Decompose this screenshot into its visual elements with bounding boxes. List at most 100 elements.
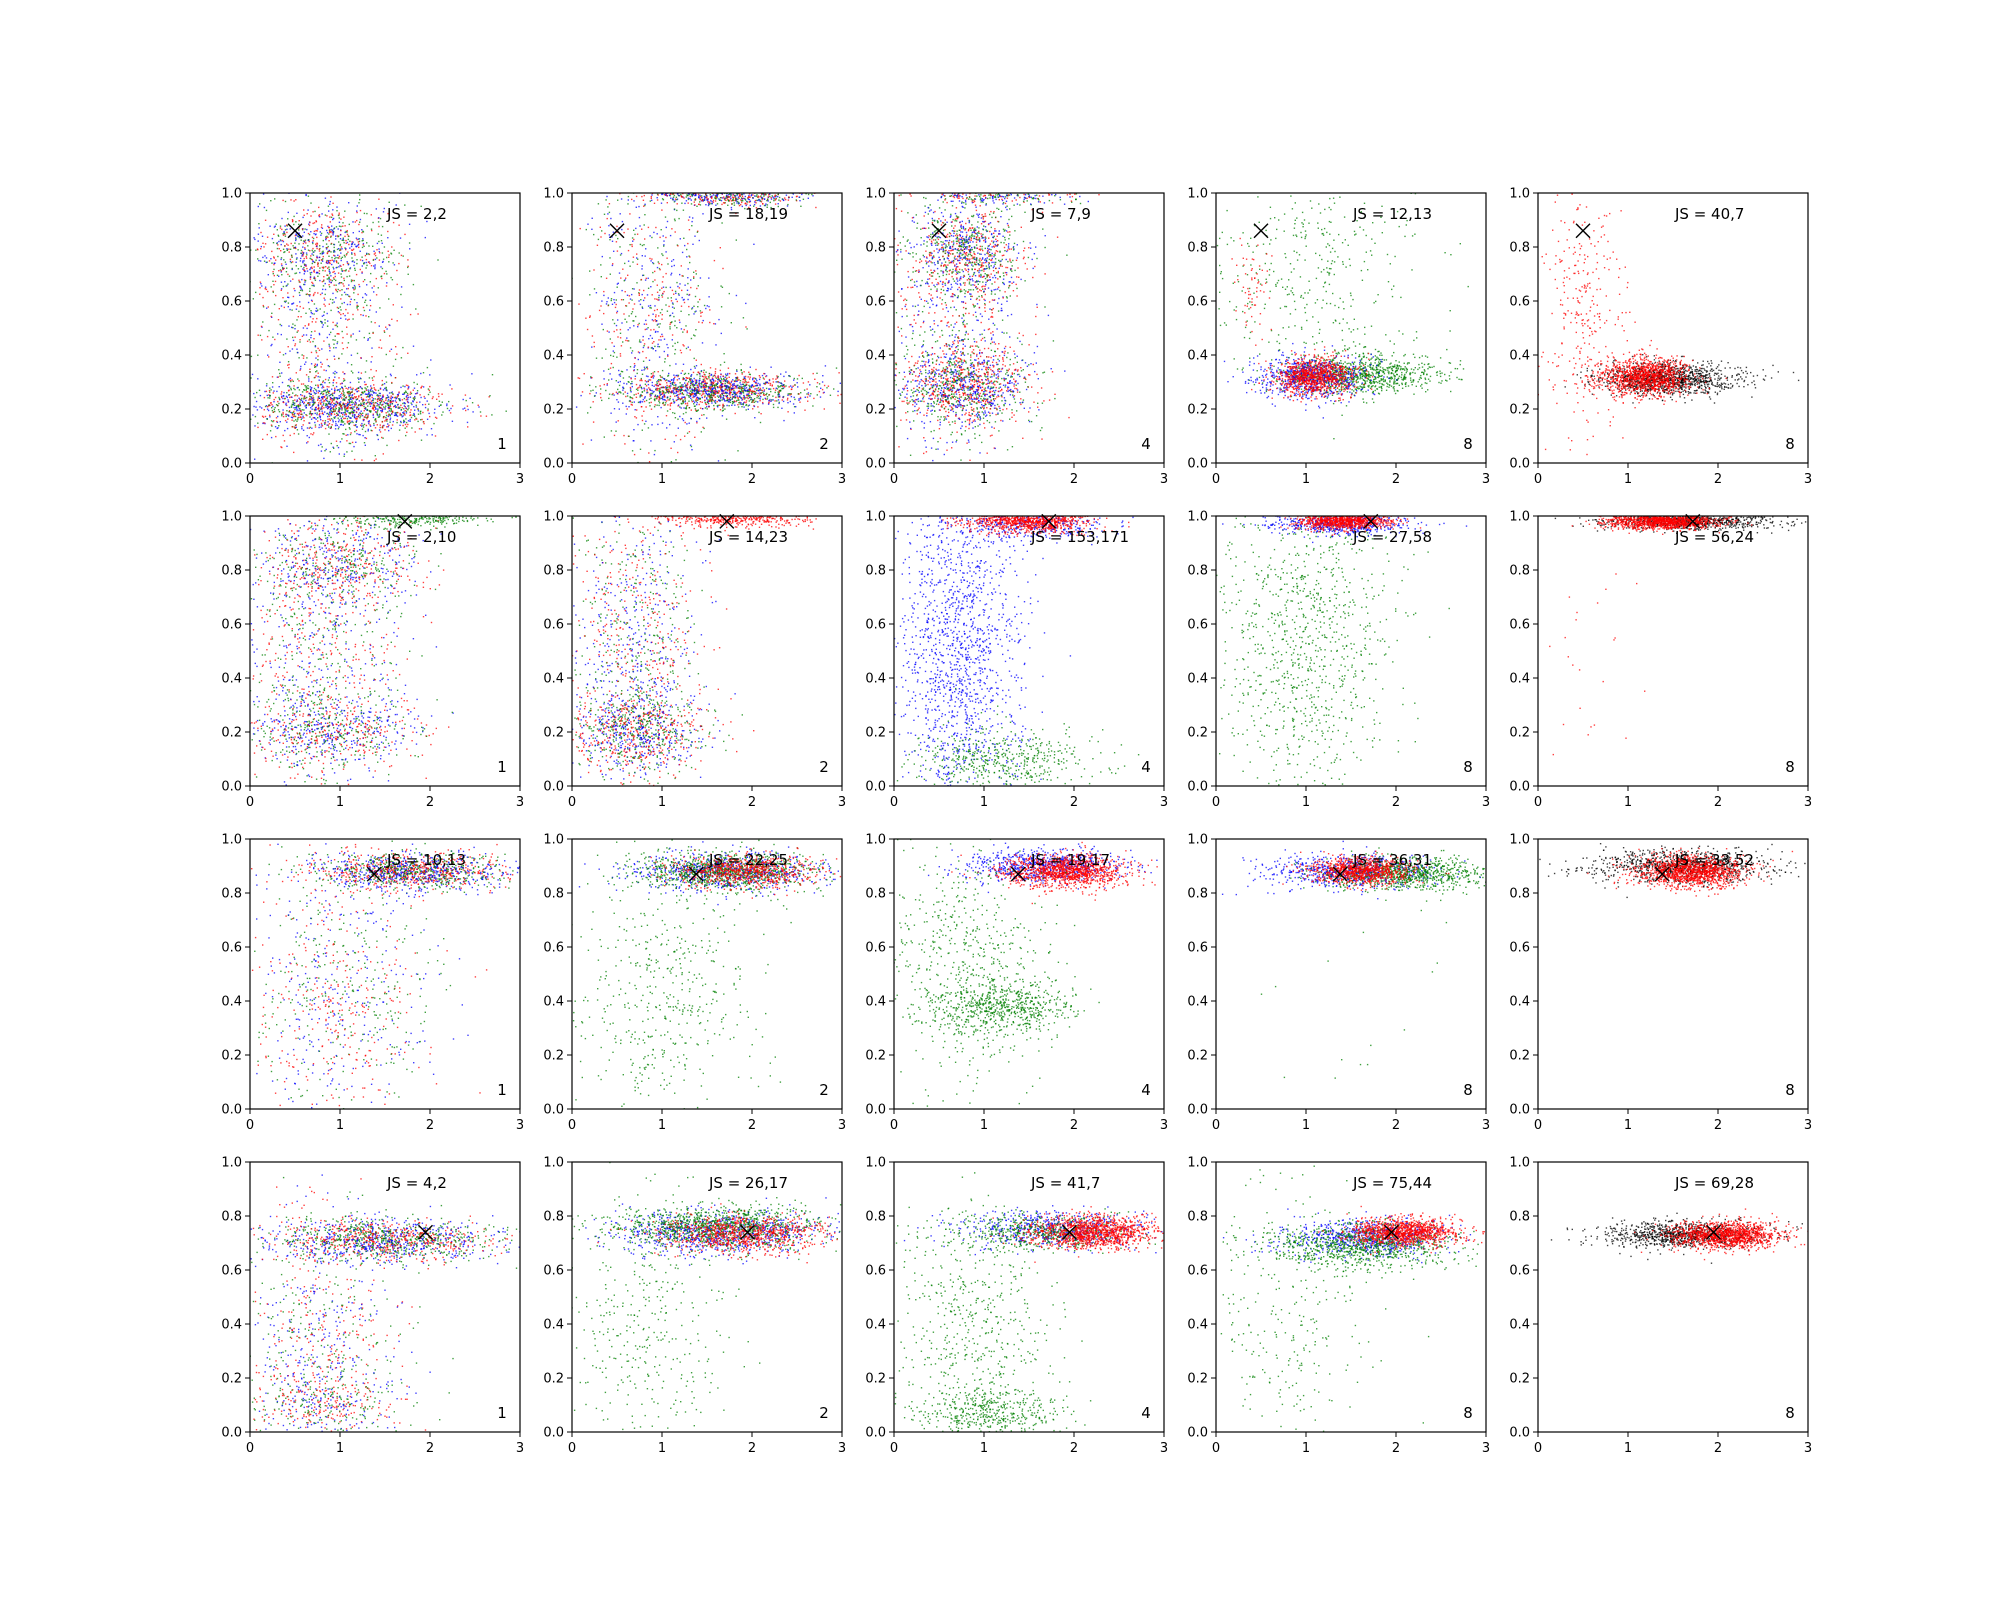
data-point: [417, 413, 420, 415]
data-point: [273, 284, 275, 286]
data-point: [671, 383, 674, 386]
data-point: [278, 248, 280, 250]
data-point: [766, 398, 769, 400]
data-point: [361, 414, 364, 417]
data-point: [268, 404, 270, 406]
data-point: [303, 279, 306, 281]
data-point: [651, 384, 653, 387]
data-point: [734, 387, 736, 389]
data-point: [413, 381, 415, 384]
data-point: [392, 262, 394, 264]
data-point: [747, 390, 750, 393]
data-point: [289, 396, 291, 399]
data-point: [668, 194, 671, 196]
data-point: [323, 314, 325, 316]
data-point: [414, 431, 416, 433]
data-point: [353, 410, 355, 412]
data-point: [690, 391, 693, 393]
data-point: [451, 420, 454, 422]
data-point: [759, 389, 761, 391]
data-point: [297, 413, 300, 415]
data-point: [407, 387, 410, 389]
data-point: [293, 410, 295, 413]
data-point: [331, 393, 333, 395]
data-point: [346, 420, 349, 422]
data-point: [366, 212, 368, 215]
data-point: [381, 411, 383, 413]
data-point: [665, 193, 667, 195]
data-point: [787, 397, 789, 400]
data-point: [345, 242, 347, 244]
data-point: [649, 379, 652, 381]
data-point: [691, 193, 694, 196]
data-point: [307, 239, 310, 241]
data-point: [690, 382, 692, 385]
data-point: [689, 390, 692, 392]
data-point: [761, 193, 763, 195]
data-point: [402, 393, 404, 395]
data-point: [687, 202, 689, 204]
data-point: [309, 272, 311, 274]
data-point: [319, 415, 322, 418]
data-point: [302, 240, 305, 242]
data-point: [322, 386, 325, 389]
data-point: [343, 404, 346, 407]
data-point: [448, 400, 450, 403]
data-point: [266, 236, 269, 238]
data-point: [321, 292, 323, 294]
data-point: [724, 395, 727, 397]
data-point: [349, 386, 352, 388]
data-point: [464, 407, 466, 409]
data-point: [673, 374, 675, 376]
data-point: [328, 268, 330, 271]
data-point: [332, 251, 335, 253]
data-point: [272, 392, 274, 394]
data-point: [665, 392, 667, 394]
data-point: [686, 382, 689, 384]
data-point: [271, 376, 274, 378]
data-point: [404, 392, 406, 394]
data-point: [289, 260, 292, 263]
data-point: [398, 439, 400, 442]
data-point: [762, 377, 765, 379]
data-point: [666, 388, 668, 390]
data-point: [307, 301, 310, 304]
data-point: [744, 388, 746, 390]
data-point: [343, 433, 345, 435]
data-point: [305, 334, 308, 336]
data-point: [310, 388, 312, 390]
data-point: [322, 404, 325, 406]
data-point: [296, 412, 299, 415]
data-point: [284, 419, 287, 422]
data-point: [675, 392, 677, 394]
data-point: [663, 290, 665, 293]
data-point: [263, 260, 266, 262]
data-point: [353, 264, 355, 267]
data-point: [310, 202, 312, 204]
data-point: [629, 389, 632, 392]
data-point: [806, 388, 808, 390]
data-point: [726, 399, 729, 401]
data-point: [272, 405, 274, 408]
data-point: [349, 392, 351, 395]
data-point: [783, 386, 786, 388]
data-point: [319, 245, 321, 247]
data-point: [309, 412, 312, 414]
data-point: [264, 415, 267, 418]
data-point: [346, 451, 348, 453]
data-point: [338, 282, 340, 285]
data-point: [748, 201, 750, 203]
data-point: [326, 396, 329, 398]
data-point: [795, 199, 797, 201]
data-point: [378, 406, 380, 408]
data-point: [332, 231, 334, 233]
data-point: [379, 401, 381, 404]
data-point: [731, 398, 733, 400]
data-point: [261, 326, 263, 328]
data-point: [736, 198, 738, 200]
data-point: [364, 444, 366, 446]
data-point: [300, 416, 302, 418]
data-point: [328, 255, 330, 257]
data-point: [728, 393, 730, 395]
data-point: [291, 303, 293, 305]
